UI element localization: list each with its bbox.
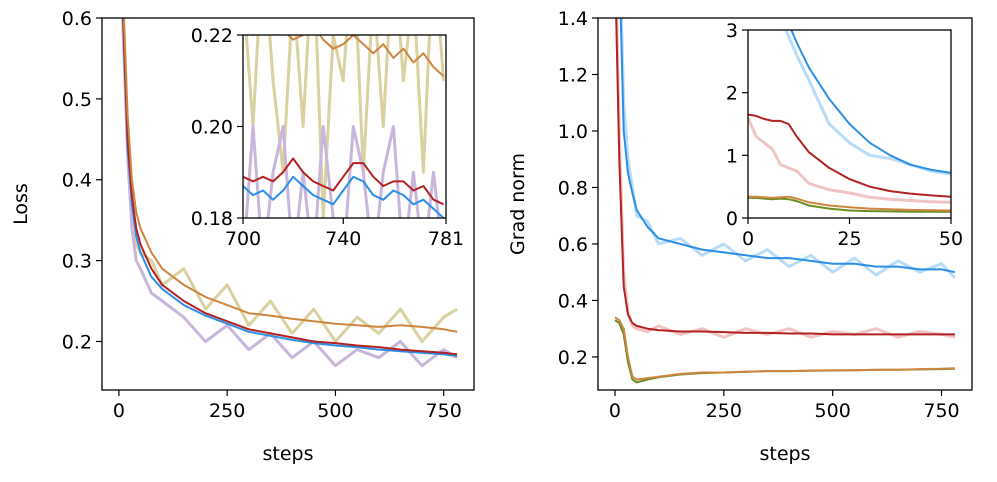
series-line bbox=[243, 157, 444, 206]
x-tick-label: 50 bbox=[939, 228, 963, 250]
series-line bbox=[244, 125, 441, 218]
series-line bbox=[243, 175, 445, 218]
series-line bbox=[748, 196, 951, 213]
series-line bbox=[122, 18, 458, 356]
axes-frame bbox=[597, 17, 973, 391]
x-axis-label: steps bbox=[760, 443, 811, 465]
plot-area bbox=[121, 18, 458, 368]
y-tick-label: 3 bbox=[726, 20, 738, 42]
x-tick-label: 500 bbox=[317, 400, 353, 422]
y-tick-label: 0.6 bbox=[62, 8, 92, 30]
series-line bbox=[748, 113, 951, 198]
y-tick-label: 0.6 bbox=[558, 234, 588, 256]
y-tick-label: 0.5 bbox=[62, 89, 92, 111]
plot-area bbox=[614, 18, 957, 384]
x-tick-label: 250 bbox=[209, 400, 245, 422]
series-line bbox=[619, 18, 956, 274]
series-line bbox=[748, 117, 951, 204]
series-line bbox=[244, 35, 445, 218]
y-tick-label: 1 bbox=[726, 145, 738, 167]
y-tick-label: 0.22 bbox=[191, 25, 233, 47]
series-line bbox=[748, 195, 951, 212]
x-tick-label: 0 bbox=[609, 400, 621, 422]
series-line bbox=[614, 316, 956, 381]
axes-frame bbox=[101, 17, 475, 391]
y-tick-label: 0.8 bbox=[558, 177, 588, 199]
series-line bbox=[790, 30, 951, 174]
x-tick-label: 25 bbox=[837, 228, 861, 250]
series-line bbox=[122, 18, 458, 343]
x-axis-label: steps bbox=[263, 443, 314, 465]
y-tick-label: 0.18 bbox=[191, 208, 233, 230]
series-line bbox=[619, 18, 957, 279]
plot-area bbox=[748, 30, 951, 213]
series-line bbox=[250, 35, 445, 77]
x-tick-label: 740 bbox=[325, 228, 361, 250]
y-axis-label: Loss bbox=[10, 183, 32, 225]
plot-area bbox=[243, 35, 445, 218]
y-tick-label: 1.4 bbox=[558, 8, 588, 30]
y-tick-label: 1.0 bbox=[558, 121, 588, 143]
y-axis-label: Grad norm bbox=[507, 153, 529, 255]
y-tick-label: 2 bbox=[726, 83, 738, 105]
x-tick-label: 700 bbox=[225, 228, 261, 250]
series-line bbox=[121, 18, 458, 357]
y-tick-label: 0.20 bbox=[191, 117, 233, 139]
y-tick-label: 0.2 bbox=[558, 347, 588, 369]
y-tick-label: 0.4 bbox=[558, 290, 588, 312]
x-tick-label: 781 bbox=[428, 228, 464, 250]
y-tick-label: 0.2 bbox=[62, 331, 92, 353]
y-tick-label: 0.4 bbox=[62, 170, 92, 192]
y-tick-label: 0.3 bbox=[62, 251, 92, 273]
x-tick-label: 250 bbox=[706, 400, 742, 422]
x-tick-label: 500 bbox=[815, 400, 851, 422]
series-line bbox=[122, 18, 458, 333]
x-tick-label: 750 bbox=[923, 400, 959, 422]
x-tick-label: 0 bbox=[113, 400, 125, 422]
y-tick-label: 1.2 bbox=[558, 64, 588, 86]
series-line bbox=[615, 18, 955, 336]
y-tick-label: 0 bbox=[726, 208, 738, 230]
x-tick-label: 0 bbox=[742, 228, 754, 250]
x-tick-label: 750 bbox=[426, 400, 462, 422]
